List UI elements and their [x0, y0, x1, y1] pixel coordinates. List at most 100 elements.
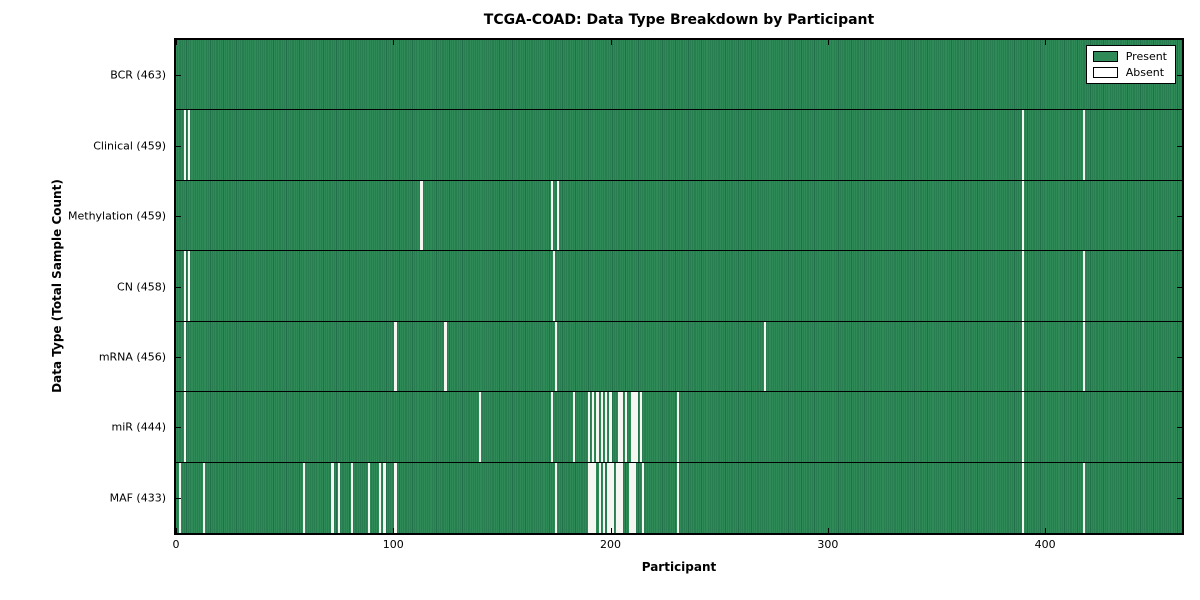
absent-mark	[631, 392, 634, 462]
plot-area: Present Absent	[174, 38, 1184, 535]
x-tick-mark	[1045, 40, 1047, 45]
absent-mark	[383, 462, 386, 533]
x-tick-mark	[176, 528, 177, 533]
absent-mark	[203, 462, 206, 533]
absent-mark	[605, 392, 608, 462]
legend-swatch-present	[1092, 51, 1118, 62]
absent-mark	[609, 392, 612, 462]
absent-mark	[183, 251, 186, 321]
absent-mark	[1022, 392, 1025, 462]
absent-mark	[444, 321, 447, 392]
absent-mark	[642, 462, 645, 533]
y-tick-label: BCR (463)	[110, 68, 166, 82]
absent-mark	[550, 392, 553, 462]
y-tick-label: miR (444)	[111, 420, 167, 434]
x-tick-mark	[1045, 528, 1047, 533]
y-tick-mark	[176, 356, 181, 358]
absent-mark	[394, 321, 397, 392]
absent-mark	[624, 392, 627, 462]
absent-mark	[187, 110, 191, 180]
absent-mark	[609, 462, 612, 533]
chart-title: TCGA-COAD: Data Type Breakdown by Partic…	[483, 12, 875, 28]
x-tick-label: 400	[1034, 538, 1056, 551]
y-tick-mark	[1177, 497, 1182, 499]
absent-mark	[550, 180, 553, 251]
absent-mark	[1022, 462, 1025, 533]
legend-label: Absent	[1125, 66, 1165, 79]
y-tick-mark	[1177, 427, 1182, 429]
y-tick-mark	[176, 145, 181, 147]
absent-mark	[596, 392, 599, 462]
absent-mark	[1022, 321, 1025, 392]
absent-mark	[594, 462, 597, 533]
absent-mark	[1083, 321, 1086, 392]
y-tick-label: Clinical (459)	[93, 139, 166, 153]
y-tick-mark	[1177, 216, 1182, 218]
data-type-row-mir	[176, 392, 1182, 463]
absent-mark	[1083, 462, 1086, 533]
x-tick-label: 300	[817, 538, 839, 551]
data-type-row-mrna	[176, 321, 1182, 393]
x-tick-mark	[827, 40, 829, 45]
y-tick-mark	[176, 497, 181, 499]
legend-label: Present	[1125, 50, 1167, 63]
x-tick-mark	[393, 40, 395, 45]
y-tick-mark	[1177, 356, 1182, 358]
absent-mark	[303, 462, 306, 533]
absent-mark	[587, 462, 590, 533]
absent-mark	[676, 462, 679, 533]
y-tick-mark	[176, 427, 181, 429]
absent-mark	[587, 392, 590, 462]
y-tick-mark	[176, 216, 181, 218]
x-tick-label: 0	[172, 538, 180, 551]
absent-mark	[368, 462, 371, 533]
legend-swatch-absent	[1092, 67, 1118, 78]
x-tick-mark	[176, 40, 177, 45]
x-tick-mark	[393, 528, 395, 533]
x-axis-label: Participant	[641, 560, 717, 574]
data-type-row-clinical	[176, 110, 1182, 181]
absent-mark	[1022, 180, 1025, 251]
absent-mark	[552, 251, 556, 321]
y-tick-mark	[1177, 286, 1182, 288]
absent-mark	[1083, 110, 1086, 180]
absent-mark	[600, 392, 603, 462]
x-tick-mark	[610, 528, 612, 533]
absent-mark	[1083, 251, 1086, 321]
absent-mark	[592, 392, 595, 462]
absent-mark	[1022, 110, 1025, 180]
absent-mark	[676, 392, 679, 462]
legend: Present Absent	[1085, 45, 1176, 84]
absent-mark	[618, 462, 621, 533]
absent-mark	[331, 462, 334, 533]
absent-mark	[337, 462, 341, 533]
absent-mark	[763, 321, 766, 392]
y-tick-mark	[1177, 145, 1182, 147]
data-type-row-maf	[176, 462, 1182, 533]
legend-entry-absent: Absent	[1092, 66, 1167, 79]
absent-mark	[350, 462, 354, 533]
data-type-row-methylation	[176, 180, 1182, 252]
absent-mark	[631, 462, 634, 533]
y-tick-mark	[176, 75, 181, 77]
absent-mark	[635, 392, 638, 462]
absent-mark	[557, 180, 560, 251]
absent-mark	[183, 392, 186, 462]
x-tick-label: 200	[600, 538, 622, 551]
absent-mark	[607, 462, 610, 533]
absent-mark	[1022, 251, 1025, 321]
absent-mark	[379, 462, 382, 533]
absent-mark	[555, 462, 558, 533]
absent-mark	[420, 180, 423, 251]
absent-mark	[555, 321, 558, 392]
absent-mark	[602, 462, 606, 533]
absent-mark	[611, 462, 614, 533]
absent-mark	[187, 251, 191, 321]
absent-mark	[639, 392, 643, 462]
absent-mark	[183, 110, 186, 180]
y-tick-label: Methylation (459)	[68, 209, 166, 223]
absent-mark	[629, 462, 632, 533]
legend-entry-present: Present	[1092, 50, 1167, 63]
data-type-row-cn	[176, 251, 1182, 322]
